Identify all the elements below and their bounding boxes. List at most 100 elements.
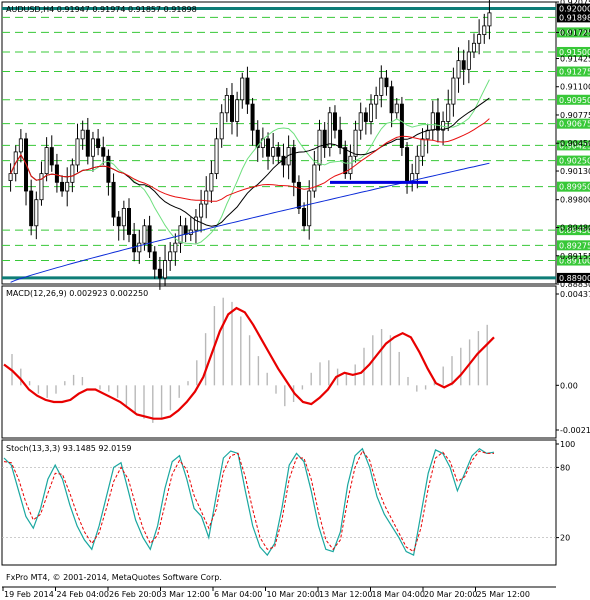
candle-body bbox=[487, 12, 492, 27]
level-label: 0.90425 bbox=[559, 141, 590, 150]
candle-body bbox=[435, 112, 440, 131]
candle-body bbox=[178, 225, 183, 244]
candle-body bbox=[214, 138, 219, 175]
candle-body bbox=[101, 147, 106, 157]
time-tick-label: 19 Feb 2014 bbox=[4, 590, 54, 599]
candle-body bbox=[121, 207, 126, 227]
candle-body bbox=[471, 42, 476, 53]
price-tick-label: 0.91725 bbox=[560, 28, 590, 37]
price-tick-label: 0.91425 bbox=[560, 54, 590, 63]
level-label: 0.89275 bbox=[559, 241, 590, 250]
candle-body bbox=[255, 129, 260, 148]
time-tick-label: 3 Mar 12:00 bbox=[162, 590, 210, 599]
time-tick-label: 26 Feb 20:00 bbox=[109, 590, 161, 599]
candle-body bbox=[224, 95, 229, 114]
candle-body bbox=[80, 129, 85, 140]
price-tick-label: 0.88830 bbox=[560, 280, 590, 289]
candle-body bbox=[199, 203, 204, 218]
candle-body bbox=[446, 103, 451, 122]
macd-signal-line bbox=[3, 306, 495, 420]
candle-body bbox=[317, 129, 322, 166]
level-label-bg bbox=[557, 155, 590, 166]
candle-body bbox=[142, 225, 147, 244]
price-grid-lines bbox=[2, 7, 556, 280]
candle-body bbox=[65, 181, 70, 192]
candle-body bbox=[415, 155, 420, 175]
candle-body bbox=[363, 112, 368, 122]
candle-body bbox=[338, 129, 343, 148]
candle-body bbox=[219, 112, 224, 140]
level-label: 0.89950 bbox=[559, 183, 590, 192]
price-tick-label: 0.92075 bbox=[560, 0, 590, 7]
level-label: 0.92000 bbox=[559, 5, 590, 14]
candle-body bbox=[420, 138, 425, 157]
candle-body bbox=[302, 207, 307, 227]
stoch-tick-label: 20 bbox=[560, 534, 570, 543]
level-label-bg bbox=[557, 272, 590, 283]
candle-body bbox=[152, 251, 157, 270]
level-label-bg bbox=[557, 225, 590, 236]
candle-body bbox=[368, 103, 373, 122]
ma-red-line bbox=[10, 118, 490, 202]
level-label-bg bbox=[557, 181, 590, 192]
candle-body bbox=[85, 129, 90, 157]
candle-body bbox=[137, 242, 142, 253]
candle-body bbox=[60, 181, 65, 192]
candle-body bbox=[240, 77, 245, 101]
macd-series bbox=[3, 297, 495, 423]
price-tick-label: 0.90775 bbox=[560, 111, 590, 120]
ma-green-line bbox=[10, 79, 490, 245]
level-label-bg bbox=[557, 140, 590, 151]
candle-body bbox=[271, 147, 276, 157]
symbol-header: AUDUSD,H4 0.91947 0.91974 0.91857 0.9189… bbox=[6, 5, 197, 14]
level-label-bg bbox=[557, 3, 590, 14]
candle-body bbox=[322, 129, 327, 148]
time-tick-label: 20 Mar 20:00 bbox=[424, 590, 477, 599]
level-label-bg bbox=[557, 240, 590, 251]
level-label: 0.90675 bbox=[559, 120, 590, 129]
candle-body bbox=[111, 181, 116, 218]
macd-tick-label: 0.00 bbox=[560, 381, 578, 390]
candle-body bbox=[193, 216, 198, 231]
candle-body bbox=[461, 60, 466, 70]
candle-body bbox=[451, 77, 456, 105]
candle-body bbox=[312, 164, 317, 192]
candle-body bbox=[39, 173, 44, 201]
candle-body bbox=[332, 112, 337, 131]
time-tick-label: 18 Mar 04:00 bbox=[372, 590, 425, 599]
candle-body bbox=[173, 242, 178, 253]
candle-body bbox=[482, 25, 487, 35]
price-tick-label: 0.89800 bbox=[560, 196, 590, 205]
candle-body bbox=[291, 147, 296, 183]
stoch-signal-line bbox=[3, 450, 494, 553]
level-label-bg bbox=[557, 118, 590, 129]
stoch-tick-label: 100 bbox=[560, 440, 575, 449]
price-series bbox=[8, 0, 492, 290]
candle-body bbox=[96, 138, 101, 148]
candle-body bbox=[399, 103, 404, 148]
price-tick-label: 0.90450 bbox=[560, 139, 590, 148]
candle-body bbox=[8, 173, 13, 181]
level-label-bg bbox=[557, 12, 590, 23]
panel-frame bbox=[1, 439, 557, 566]
candle-body bbox=[353, 129, 358, 157]
macd-tick-label: 0.004378 bbox=[560, 290, 590, 299]
stoch-series bbox=[2, 447, 556, 557]
copyright-text: FxPro MT4, © 2001-2014, MetaQuotes Softw… bbox=[6, 573, 222, 582]
candle-body bbox=[394, 103, 399, 114]
candle-body bbox=[343, 147, 348, 175]
candle-body bbox=[250, 103, 255, 131]
candle-body bbox=[245, 77, 250, 105]
level-label-bg bbox=[557, 94, 590, 105]
candle-body bbox=[132, 234, 137, 253]
candle-body bbox=[209, 173, 214, 192]
level-label-bg bbox=[557, 46, 590, 57]
level-label-bg bbox=[557, 66, 590, 77]
candle-body bbox=[456, 60, 461, 79]
price-tick-label: 0.90130 bbox=[560, 167, 590, 176]
level-label: 0.90950 bbox=[559, 96, 590, 105]
candle-body bbox=[54, 164, 59, 183]
candle-body bbox=[296, 181, 301, 209]
